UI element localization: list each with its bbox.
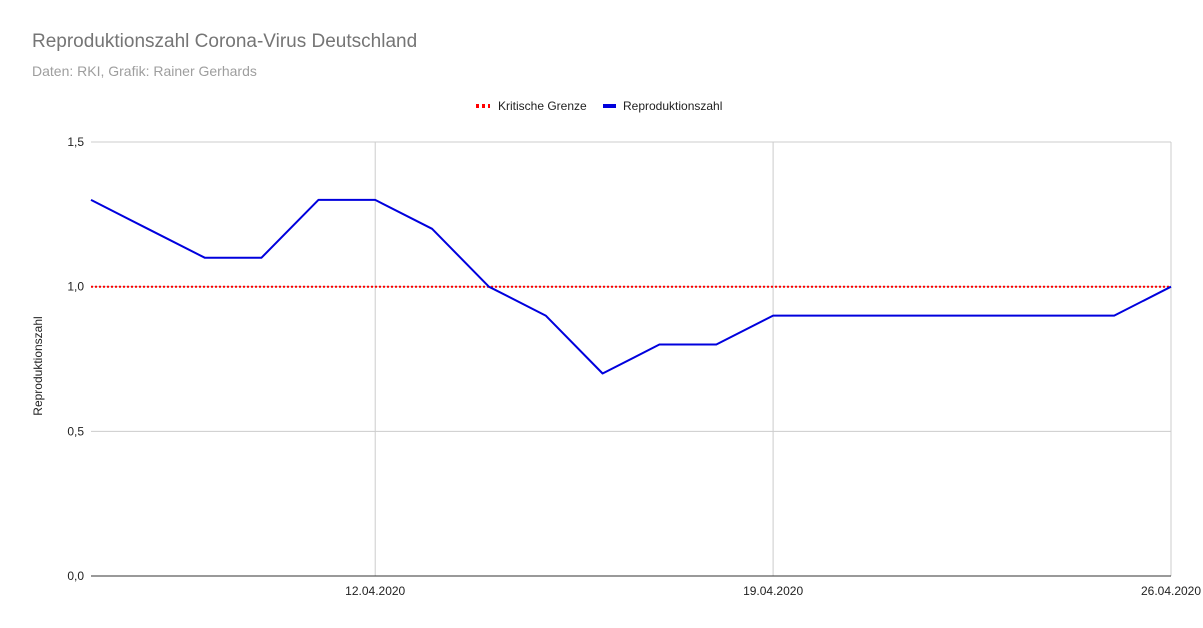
legend-label-kritische-grenze: Kritische Grenze	[498, 99, 587, 113]
x-tick-label: 19.04.2020	[743, 584, 803, 598]
y-tick-labels: 0,0 0,5 1,0 1,5	[67, 135, 84, 583]
y-axis-label: Reproduktionszahl	[31, 316, 45, 415]
x-tick-label: 26.04.2020	[1141, 584, 1201, 598]
legend-label-reproduktionszahl: Reproduktionszahl	[623, 99, 722, 113]
y-tick-label: 1,0	[67, 280, 84, 294]
legend: Kritische Grenze Reproduktionszahl	[476, 99, 722, 113]
y-tick-label: 0,5	[67, 424, 84, 438]
series-line-reproduktionszahl	[90, 198, 1172, 375]
y-tick-label: 0,0	[67, 569, 84, 583]
chart-title: Reproduktionszahl Corona-Virus Deutschla…	[32, 31, 418, 52]
x-tick-label: 12.04.2020	[345, 584, 405, 598]
y-tick-label: 1,5	[67, 135, 84, 149]
series-layer	[90, 198, 1172, 375]
x-tick-labels: 12.04.2020 19.04.2020 26.04.2020	[345, 584, 1201, 598]
chart-subtitle: Daten: RKI, Grafik: Rainer Gerhards	[32, 63, 257, 79]
